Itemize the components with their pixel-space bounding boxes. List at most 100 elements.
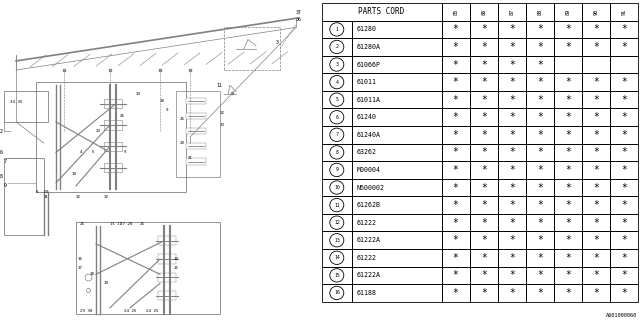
Bar xyxy=(470,73,498,91)
Text: 7: 7 xyxy=(4,159,7,164)
Text: 86: 86 xyxy=(481,9,486,15)
Bar xyxy=(470,179,498,196)
Text: *: * xyxy=(621,235,627,245)
Text: *: * xyxy=(593,112,599,122)
Bar xyxy=(554,20,582,38)
Text: *: * xyxy=(565,253,571,263)
Bar xyxy=(554,3,582,20)
Bar xyxy=(4,92,48,122)
Bar xyxy=(186,158,206,164)
Bar xyxy=(442,179,470,196)
Bar xyxy=(322,73,352,91)
Bar xyxy=(611,284,639,302)
Text: 10: 10 xyxy=(160,99,165,103)
Text: 19: 19 xyxy=(104,281,109,285)
Text: *: * xyxy=(509,42,515,52)
Bar xyxy=(582,126,611,144)
Text: 37: 37 xyxy=(296,10,301,15)
Bar xyxy=(442,38,470,56)
Bar xyxy=(442,196,470,214)
Text: 61222: 61222 xyxy=(357,255,377,261)
Text: *: * xyxy=(509,77,515,87)
Text: 16: 16 xyxy=(78,257,83,261)
Bar xyxy=(498,38,526,56)
Text: *: * xyxy=(481,288,486,298)
Text: *: * xyxy=(621,182,627,193)
Text: *: * xyxy=(481,42,486,52)
Text: *: * xyxy=(537,218,543,228)
Bar xyxy=(526,73,554,91)
Text: 11: 11 xyxy=(216,83,221,88)
Bar xyxy=(352,108,442,126)
Bar xyxy=(352,38,442,56)
Text: *: * xyxy=(509,270,515,280)
Bar xyxy=(442,56,470,73)
Bar xyxy=(554,73,582,91)
Text: 33: 33 xyxy=(136,92,141,96)
Bar xyxy=(352,73,442,91)
Text: 61222A: 61222A xyxy=(357,237,381,243)
Bar xyxy=(611,38,639,56)
Text: *: * xyxy=(565,95,571,105)
Text: *: * xyxy=(621,112,627,122)
Text: 61222A: 61222A xyxy=(357,272,381,278)
Text: *: * xyxy=(452,112,459,122)
Text: *: * xyxy=(452,42,459,52)
Text: *: * xyxy=(452,218,459,228)
Text: 2: 2 xyxy=(335,44,338,50)
Bar xyxy=(526,3,554,20)
Bar xyxy=(526,196,554,214)
Text: *: * xyxy=(481,112,486,122)
Bar xyxy=(470,249,498,267)
Bar xyxy=(322,38,352,56)
Text: M00004: M00004 xyxy=(357,167,381,173)
Bar xyxy=(498,3,526,20)
Bar xyxy=(470,3,498,20)
Bar xyxy=(470,20,498,38)
Bar xyxy=(470,126,498,144)
Text: *: * xyxy=(509,288,515,298)
Text: *: * xyxy=(537,60,543,69)
Text: 32: 32 xyxy=(104,195,109,199)
Text: 32: 32 xyxy=(76,195,81,199)
Bar xyxy=(352,214,442,231)
Text: 17: 17 xyxy=(78,266,83,270)
Text: *: * xyxy=(452,95,459,105)
Text: 16: 16 xyxy=(334,291,340,295)
Text: *: * xyxy=(593,130,599,140)
Bar xyxy=(498,56,526,73)
Bar xyxy=(470,214,498,231)
Bar xyxy=(526,38,554,56)
Text: *: * xyxy=(621,218,627,228)
Bar xyxy=(498,179,526,196)
Bar xyxy=(611,214,639,231)
Bar xyxy=(611,179,639,196)
Text: *: * xyxy=(452,130,459,140)
Text: *: * xyxy=(537,235,543,245)
Text: 26: 26 xyxy=(80,222,85,226)
Bar xyxy=(498,144,526,161)
Text: *: * xyxy=(481,218,486,228)
Text: *: * xyxy=(565,182,571,193)
Bar xyxy=(582,284,611,302)
Bar xyxy=(322,249,352,267)
Bar xyxy=(582,56,611,73)
Bar xyxy=(442,284,470,302)
Bar xyxy=(526,126,554,144)
Bar xyxy=(352,249,442,267)
Bar xyxy=(442,161,470,179)
Text: 15 17: 15 17 xyxy=(110,222,122,226)
Text: *: * xyxy=(537,42,543,52)
Text: *: * xyxy=(452,148,459,157)
Text: 61188: 61188 xyxy=(357,290,377,296)
Bar xyxy=(158,291,176,300)
Text: *: * xyxy=(565,270,571,280)
Text: *: * xyxy=(509,165,515,175)
Text: 10: 10 xyxy=(334,185,340,190)
Bar xyxy=(322,179,352,196)
Bar xyxy=(526,56,554,73)
Text: *: * xyxy=(452,288,459,298)
Text: *: * xyxy=(565,130,571,140)
Text: 85: 85 xyxy=(453,9,458,15)
Text: *: * xyxy=(537,288,543,298)
